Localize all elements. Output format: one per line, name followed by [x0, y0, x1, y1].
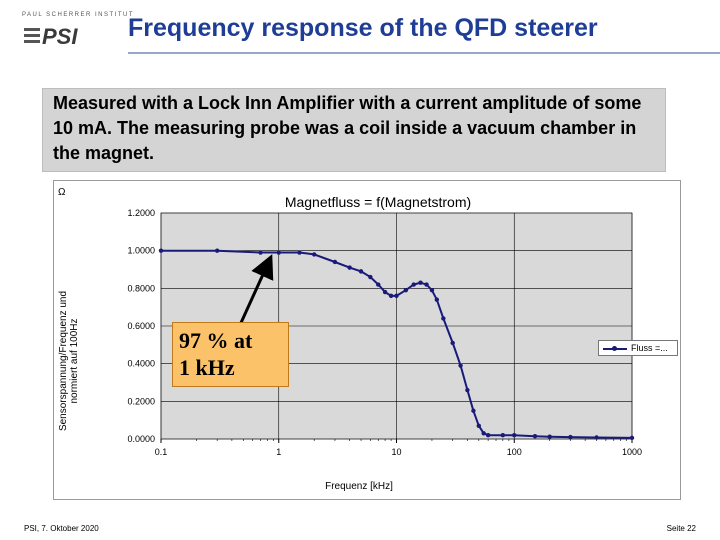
- annotation-callout: 97 % at 1 kHz: [172, 322, 289, 387]
- data-point: [258, 250, 263, 255]
- x-tick-label: 100: [507, 447, 522, 457]
- y-tick-label: 0.6000: [127, 321, 155, 331]
- legend-marker-swatch: [612, 346, 617, 351]
- annotation-arrow: [238, 254, 274, 326]
- legend-label: Fluss =...: [631, 343, 668, 353]
- chart-legend: Fluss =...: [598, 340, 678, 356]
- x-tick-label: 0.1: [155, 447, 168, 457]
- data-point: [547, 434, 552, 439]
- title-divider: [128, 52, 720, 54]
- logo-mark-text: PSI: [42, 24, 78, 48]
- data-point: [629, 435, 635, 441]
- y-tick-label: 0.2000: [127, 396, 155, 406]
- data-point: [424, 282, 429, 287]
- data-point: [311, 252, 317, 257]
- data-point: [394, 293, 399, 299]
- data-point: [158, 248, 164, 253]
- frequency-response-chart: Ω Magnetfluss = f(Magnetstrom) Sensorspa…: [58, 187, 642, 492]
- footer-date: PSI, 7. Oktober 2020: [24, 524, 99, 533]
- y-tick-label: 0.8000: [127, 283, 155, 293]
- data-point: [476, 423, 482, 429]
- y-tick-label: 1.2000: [127, 208, 155, 218]
- y-tick-label: 0.0000: [127, 434, 155, 444]
- data-point: [347, 265, 352, 270]
- chart-title: Magnetfluss = f(Magnetstrom): [285, 194, 471, 210]
- annotation-line-1: 97 % at: [179, 328, 253, 353]
- data-point: [358, 269, 364, 274]
- data-point: [403, 288, 409, 293]
- x-tick-label: 1000: [622, 447, 642, 457]
- data-point: [297, 250, 302, 255]
- data-point: [512, 433, 517, 438]
- y-axis-label-line2: normiert auf 100Hz: [69, 318, 80, 403]
- y-axis-label-line1: Sensorspannung/Frequenz und: [58, 291, 69, 431]
- data-point: [382, 289, 388, 295]
- data-point: [388, 293, 394, 299]
- data-point: [276, 250, 281, 255]
- data-point: [568, 434, 573, 440]
- data-point: [532, 433, 538, 439]
- data-point: [450, 340, 455, 346]
- data-point: [485, 433, 491, 438]
- data-point: [429, 288, 435, 293]
- data-point: [214, 248, 220, 253]
- x-axis-label: Frequenz [kHz]: [325, 481, 393, 492]
- data-point: [441, 316, 446, 321]
- psi-logo: PAUL SCHERRER INSTITUT PSI: [22, 12, 135, 48]
- y-tick-label: 0.4000: [127, 359, 155, 369]
- y-tick-label: 1.0000: [127, 246, 155, 256]
- data-point: [376, 282, 381, 287]
- data-point: [332, 259, 338, 265]
- data-point: [481, 431, 486, 436]
- data-point: [471, 408, 476, 413]
- footer-page-number: Seite 22: [666, 524, 696, 533]
- data-point: [418, 280, 423, 285]
- x-tick-label: 10: [391, 447, 401, 457]
- slide-title: Frequency response of the QFD steerer: [128, 14, 598, 42]
- data-point: [411, 282, 416, 287]
- chart-frame: Ω Magnetfluss = f(Magnetstrom) Sensorspa…: [53, 180, 681, 500]
- logo-institute-name: PAUL SCHERRER INSTITUT: [22, 12, 135, 18]
- description-box: Measured with a Lock Inn Amplifier with …: [42, 88, 666, 172]
- data-point: [458, 363, 463, 368]
- corner-mark: Ω: [58, 187, 66, 198]
- data-point: [500, 433, 506, 438]
- data-point: [594, 435, 599, 440]
- annotation-line-2: 1 kHz: [179, 355, 235, 380]
- data-point: [368, 274, 373, 280]
- data-point: [465, 387, 470, 393]
- data-point: [434, 297, 440, 302]
- x-tick-label: 1: [276, 447, 281, 457]
- psi-logo-mark: PSI: [24, 24, 78, 48]
